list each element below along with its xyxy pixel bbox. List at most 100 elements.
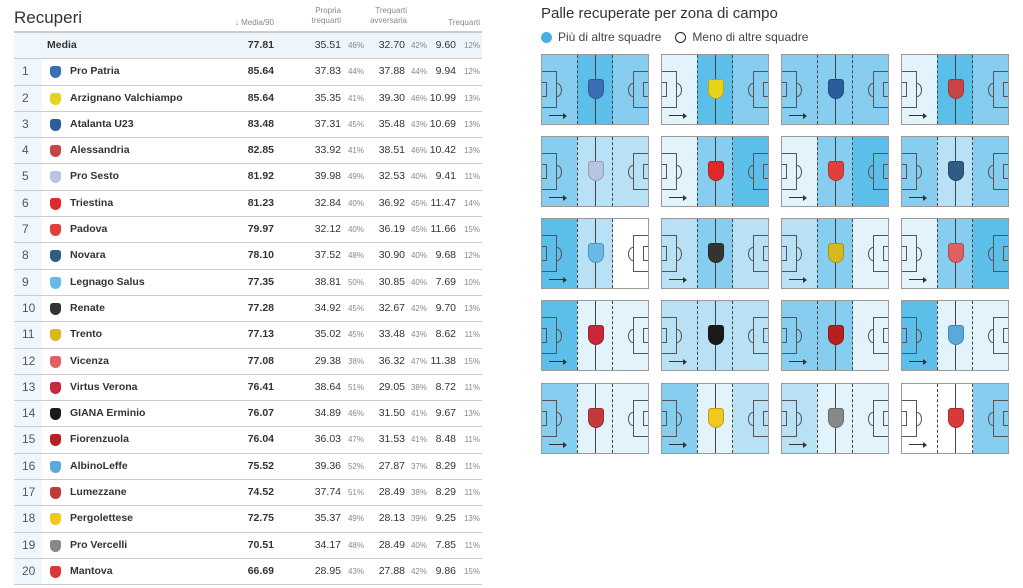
table-row[interactable]: 19 Pro Vercelli 70.51 34.17 48% 28.49 40% 7.85… (14, 532, 482, 559)
penalty-arc (868, 247, 873, 261)
team-name[interactable]: Pro Sesto (70, 170, 120, 183)
team-name[interactable]: Lumezzane (70, 486, 127, 499)
avversaria-pct-value: 39% (410, 514, 427, 524)
pitch-pergolettese[interactable] (661, 383, 769, 454)
trequarti-value: 11.66 (430, 223, 457, 236)
pitch-pro-vercelli[interactable] (781, 383, 889, 454)
table-row[interactable]: 3 Atalanta U23 83.48 37.31 45% 35.48 43% 10.69… (14, 111, 482, 139)
penalty-box (873, 153, 888, 190)
pitch-virtus-verona[interactable] (541, 300, 649, 371)
pitch-trento[interactable] (781, 218, 889, 289)
table-row[interactable]: 6 Triestina 81.23 32.84 40% 36.92 45% 11.47 14% (14, 190, 482, 218)
trequarti-pct-value: 15% (463, 566, 480, 576)
avversaria-pct-value: 45% (410, 198, 427, 208)
team-name[interactable]: Novara (70, 249, 106, 262)
rank-cell: 15 (14, 427, 42, 453)
propria-value: 34.17 (314, 538, 341, 551)
team-logo-icon (708, 243, 724, 263)
attack-direction-arrow-icon (909, 276, 927, 283)
team-name[interactable]: Padova (70, 223, 108, 236)
team-name[interactable]: Pro Vercelli (70, 538, 128, 551)
pitch-atalanta-u23[interactable] (781, 54, 889, 125)
header-trequarti[interactable]: Trequarti (448, 18, 480, 27)
propria-value: 28.95 (314, 564, 341, 577)
pitch-pro-patria[interactable] (541, 54, 649, 125)
pitch-renate[interactable] (661, 218, 769, 289)
penalty-box (873, 400, 888, 437)
rank-cell: 1 (14, 59, 42, 85)
team-logo-icon (828, 243, 844, 263)
pitch-pro-sesto[interactable] (541, 136, 649, 207)
table-row[interactable]: 7 Padova 79.97 32.12 40% 36.19 45% 11.66 15% (14, 217, 482, 244)
table-row[interactable]: 12 Vicenza 77.08 29.38 38% 36.32 47% 11.38 15% (14, 348, 482, 375)
pitch-lumezzane[interactable] (541, 383, 649, 454)
pitch-mantova[interactable] (901, 383, 1009, 454)
propria-value: 32.84 (314, 196, 341, 209)
header-propria[interactable]: Propria trequarti (311, 6, 341, 25)
team-name[interactable]: Fiorenzuola (70, 433, 129, 446)
team-logo-icon (828, 79, 844, 99)
penalty-box (993, 400, 1008, 437)
team-name[interactable]: Trento (70, 328, 103, 341)
trequarti-value: 8.72 (435, 380, 456, 393)
table-row[interactable]: 5 Pro Sesto 81.92 39.98 49% 32.53 40% 9.41 11% (14, 164, 482, 191)
header-avversaria[interactable]: Trequarti avversaria (370, 6, 407, 25)
table-row[interactable]: 8 Novara 78.10 37.52 48% 30.90 40% 9.68 12% (14, 243, 482, 270)
team-name[interactable]: Vicenza (70, 354, 109, 367)
pitch-fiorenzuola[interactable] (781, 300, 889, 371)
media90-value: 78.10 (247, 249, 274, 262)
table-row[interactable]: 4 Alessandria 82.85 33.92 41% 38.51 46% 10.42 1… (14, 138, 482, 165)
pitch-novara[interactable] (901, 136, 1009, 207)
goal-box (542, 246, 547, 261)
pitch-legnago-salus[interactable] (541, 218, 649, 289)
table-row[interactable]: 13 Virtus Verona 76.41 38.64 51% 29.05 38% 8.7… (14, 374, 482, 402)
team-name[interactable]: Pro Patria (70, 65, 120, 78)
table-row[interactable]: 16 AlbinoLeffe 75.52 39.36 52% 27.87 37% 8.29 1… (14, 453, 482, 481)
team-logo-icon (50, 145, 61, 158)
team-name[interactable]: Pergolettese (70, 512, 134, 525)
team-name[interactable]: Alessandria (70, 144, 130, 157)
zone-divider (817, 137, 818, 206)
team-name[interactable]: AlbinoLeffe (70, 459, 128, 472)
team-name[interactable]: Atalanta U23 (70, 117, 134, 130)
propria-pct-value: 45% (347, 119, 364, 129)
penalty-box (902, 400, 917, 437)
pitch-albinoleffe[interactable] (901, 300, 1009, 371)
table-row[interactable]: 2 Arzignano Valchiampo 85.64 35.35 41% 39.30… (14, 85, 482, 112)
team-name[interactable]: GIANA Erminio (70, 407, 146, 420)
pitch-vicenza[interactable] (901, 218, 1009, 289)
attack-direction-arrow-icon (789, 276, 807, 283)
trequarti-value: 10.42 (429, 144, 456, 157)
trequarti-value: 9.70 (435, 301, 456, 314)
table-row[interactable]: 18 Pergolettese 72.75 35.37 49% 28.13 39% 9.25… (14, 506, 482, 533)
pitch-alessandria[interactable] (901, 54, 1009, 125)
pitch-giana-erminio[interactable] (661, 300, 769, 371)
pitch-arzignano-valchiampo[interactable] (661, 54, 769, 125)
avversaria-pct-value: 42% (410, 566, 427, 576)
media90-value: 74.52 (247, 486, 274, 499)
table-row[interactable]: 9 Legnago Salus 77.35 38.81 50% 30.85 40% 7.69… (14, 269, 482, 296)
pitch-padova[interactable] (781, 136, 889, 207)
team-name[interactable]: Renate (70, 301, 106, 314)
team-name[interactable]: Mantova (70, 564, 113, 577)
table-row[interactable]: 20 Mantova 66.69 28.95 43% 27.88 42% 9.86 15% (14, 558, 482, 586)
zone-divider (972, 55, 973, 124)
team-name[interactable]: Legnago Salus (70, 275, 145, 288)
table-row[interactable]: 1 Pro Patria 85.64 37.83 44% 37.88 44% 9.94 12% (14, 59, 482, 86)
propria-value: 37.52 (314, 249, 341, 262)
team-name[interactable]: Virtus Verona (70, 380, 138, 393)
table-row[interactable]: 10 Renate 77.28 34.92 45% 32.67 42% 9.70 13% (14, 295, 482, 323)
trequarti-value: 10.69 (429, 117, 456, 130)
team-name[interactable]: Triestina (70, 196, 114, 209)
table-row[interactable]: 11 Trento 77.13 35.02 45% 33.48 43% 8.62 11% (14, 322, 482, 349)
zone-divider (697, 55, 698, 124)
team-name[interactable]: Arzignano Valchiampo (70, 91, 183, 104)
table-row[interactable]: 14 GIANA Erminio 76.07 34.89 46% 31.50 41% 9.6… (14, 401, 482, 428)
pitch-triestina[interactable] (661, 136, 769, 207)
media90-value: 85.64 (247, 91, 274, 104)
propria-value: 36.03 (314, 433, 341, 446)
table-row[interactable]: 15 Fiorenzuola 76.04 36.03 47% 31.53 41% 8.48 1… (14, 427, 482, 454)
table-row[interactable]: 17 Lumezzane 74.52 37.74 51% 28.49 38% 8.29 11% (14, 480, 482, 507)
propria-value: 35.02 (314, 328, 341, 341)
header-media90[interactable]: ↓ Media/90 (234, 18, 274, 27)
